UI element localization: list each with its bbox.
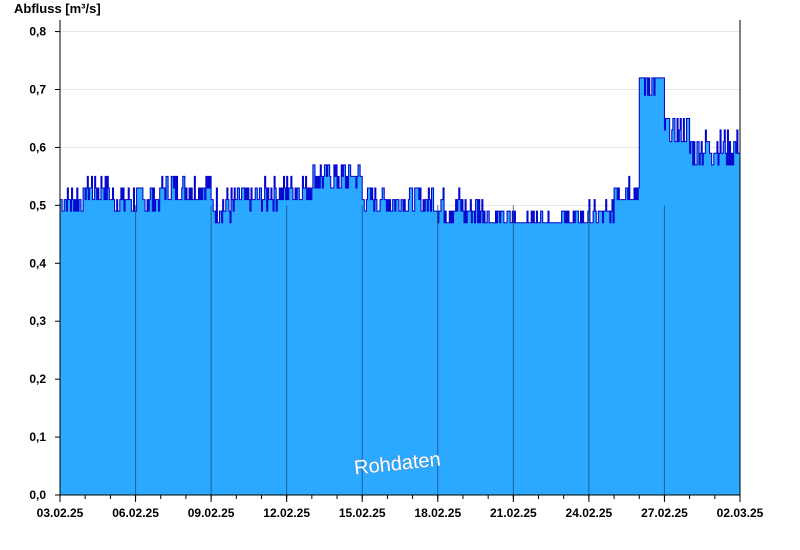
y-tick-label: 0,3: [29, 314, 46, 328]
y-tick-label: 0,7: [29, 83, 46, 97]
discharge-line: [60, 77, 740, 224]
x-tick-label: 24.02.25: [566, 506, 613, 520]
y-tick-label: 0,0: [29, 488, 46, 502]
x-tick-label: 02.03.25: [717, 506, 764, 520]
y-tick-label: 0,5: [29, 198, 46, 212]
discharge-area: [60, 77, 740, 496]
x-tick-label: 15.02.25: [339, 506, 386, 520]
x-tick-label: 03.02.25: [37, 506, 84, 520]
y-tick-label: 0,8: [29, 25, 46, 39]
x-tick-label: 12.02.25: [263, 506, 310, 520]
x-tick-label: 21.02.25: [490, 506, 537, 520]
x-tick-label: 18.02.25: [414, 506, 461, 520]
y-tick-label: 0,1: [29, 430, 46, 444]
x-tick-label: 06.02.25: [112, 506, 159, 520]
y-axis-label: Abfluss [m³/s]: [14, 1, 101, 16]
x-tick-label: 09.02.25: [188, 506, 235, 520]
y-tick-label: 0,6: [29, 140, 46, 154]
y-tick-label: 0,2: [29, 372, 46, 386]
x-tick-label: 27.02.25: [641, 506, 688, 520]
y-tick-label: 0,4: [29, 256, 46, 270]
